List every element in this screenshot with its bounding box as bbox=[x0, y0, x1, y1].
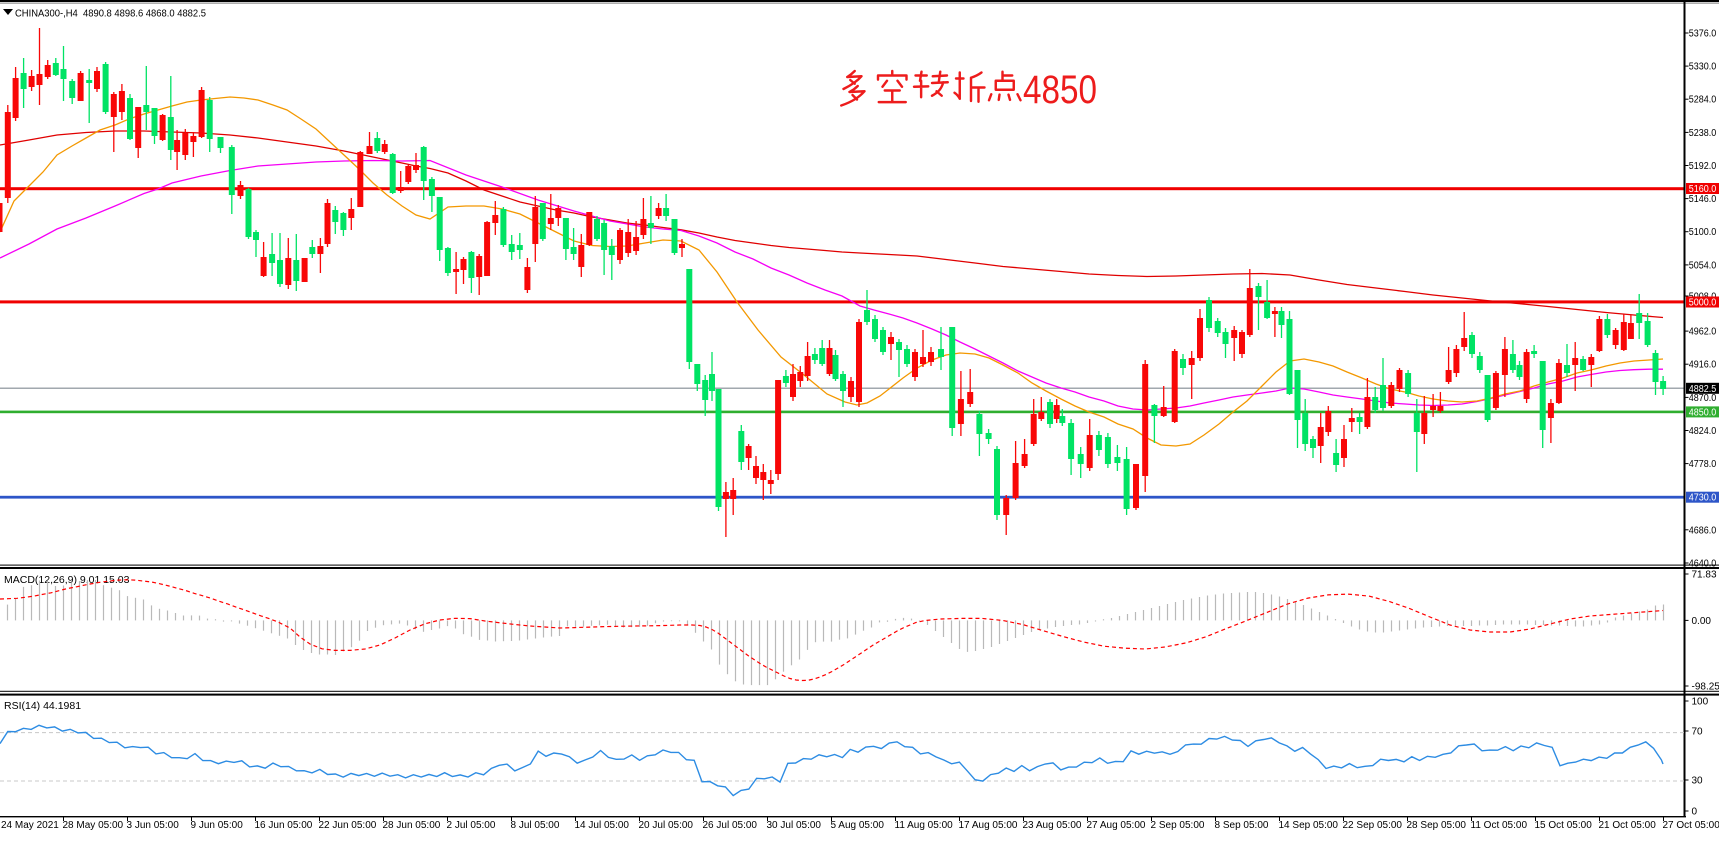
svg-text:5192.0: 5192.0 bbox=[1689, 161, 1717, 172]
svg-text:24 May 2021: 24 May 2021 bbox=[1, 820, 59, 831]
svg-text:28 Sep 05:00: 28 Sep 05:00 bbox=[1407, 820, 1467, 831]
svg-text:2 Jul 05:00: 2 Jul 05:00 bbox=[447, 820, 496, 831]
svg-text:4778.0: 4778.0 bbox=[1689, 459, 1717, 470]
svg-text:8 Sep 05:00: 8 Sep 05:00 bbox=[1215, 820, 1269, 831]
svg-text:5000.0: 5000.0 bbox=[1689, 298, 1717, 309]
svg-text:4730.0: 4730.0 bbox=[1689, 493, 1717, 504]
svg-text:20 Jul 05:00: 20 Jul 05:00 bbox=[639, 820, 694, 831]
svg-text:28 May 05:00: 28 May 05:00 bbox=[63, 820, 124, 831]
svg-text:15 Oct 05:00: 15 Oct 05:00 bbox=[1535, 820, 1593, 831]
svg-text:27 Aug 05:00: 27 Aug 05:00 bbox=[1087, 820, 1146, 831]
svg-text:4916.0: 4916.0 bbox=[1689, 360, 1717, 371]
svg-text:4686.0: 4686.0 bbox=[1689, 525, 1717, 536]
svg-text:11 Aug 05:00: 11 Aug 05:00 bbox=[895, 820, 954, 831]
svg-text:8 Jul 05:00: 8 Jul 05:00 bbox=[511, 820, 560, 831]
svg-text:4850.0: 4850.0 bbox=[1689, 407, 1717, 418]
svg-text:5376.0: 5376.0 bbox=[1689, 29, 1717, 40]
svg-text:5160.0: 5160.0 bbox=[1689, 184, 1717, 195]
svg-text:-98.25: -98.25 bbox=[1692, 682, 1719, 693]
svg-text:21 Oct 05:00: 21 Oct 05:00 bbox=[1599, 820, 1657, 831]
svg-text:100: 100 bbox=[1692, 697, 1709, 708]
svg-text:MACD(12,26,9) 9.01 15.03: MACD(12,26,9) 9.01 15.03 bbox=[4, 574, 130, 586]
svg-text:14 Jul 05:00: 14 Jul 05:00 bbox=[575, 820, 630, 831]
svg-text:22 Sep 05:00: 22 Sep 05:00 bbox=[1343, 820, 1403, 831]
svg-text:17 Aug 05:00: 17 Aug 05:00 bbox=[959, 820, 1018, 831]
svg-text:14 Sep 05:00: 14 Sep 05:00 bbox=[1279, 820, 1339, 831]
svg-text:5330.0: 5330.0 bbox=[1689, 62, 1717, 73]
svg-text:71.83: 71.83 bbox=[1692, 570, 1717, 581]
svg-text:5284.0: 5284.0 bbox=[1689, 95, 1717, 106]
svg-text:28 Jun 05:00: 28 Jun 05:00 bbox=[383, 820, 441, 831]
svg-text:5054.0: 5054.0 bbox=[1689, 260, 1717, 271]
svg-text:5146.0: 5146.0 bbox=[1689, 194, 1717, 205]
svg-text:4824.0: 4824.0 bbox=[1689, 426, 1717, 437]
svg-text:23 Aug 05:00: 23 Aug 05:00 bbox=[1023, 820, 1082, 831]
svg-text:4640.0: 4640.0 bbox=[1689, 559, 1717, 570]
svg-text:5100.0: 5100.0 bbox=[1689, 227, 1717, 238]
svg-text:30: 30 bbox=[1692, 776, 1704, 787]
svg-text:5238.0: 5238.0 bbox=[1689, 128, 1717, 139]
svg-text:CHINA300-,H4 4890.8 4898.6 48: CHINA300-,H4 4890.8 4898.6 4868.0 4882.5 bbox=[15, 8, 206, 20]
svg-text:4850: 4850 bbox=[1023, 68, 1097, 112]
svg-text:26 Jul 05:00: 26 Jul 05:00 bbox=[703, 820, 758, 831]
svg-text:5 Aug 05:00: 5 Aug 05:00 bbox=[831, 820, 885, 831]
svg-text:RSI(14) 44.1981: RSI(14) 44.1981 bbox=[4, 700, 81, 712]
svg-text:22 Jun 05:00: 22 Jun 05:00 bbox=[319, 820, 377, 831]
svg-text:0.00: 0.00 bbox=[1692, 616, 1712, 627]
svg-text:16 Jun 05:00: 16 Jun 05:00 bbox=[255, 820, 313, 831]
svg-text:70: 70 bbox=[1692, 727, 1704, 738]
svg-text:3 Jun 05:00: 3 Jun 05:00 bbox=[127, 820, 180, 831]
svg-text:4882.5: 4882.5 bbox=[1689, 384, 1717, 395]
svg-text:27 Oct 05:00: 27 Oct 05:00 bbox=[1663, 820, 1719, 831]
svg-text:9 Jun 05:00: 9 Jun 05:00 bbox=[191, 820, 244, 831]
svg-text:2 Sep 05:00: 2 Sep 05:00 bbox=[1151, 820, 1205, 831]
svg-text:4962.0: 4962.0 bbox=[1689, 327, 1717, 338]
svg-text:30 Jul 05:00: 30 Jul 05:00 bbox=[767, 820, 822, 831]
svg-text:0: 0 bbox=[1692, 807, 1698, 818]
svg-text:11 Oct 05:00: 11 Oct 05:00 bbox=[1471, 820, 1528, 831]
